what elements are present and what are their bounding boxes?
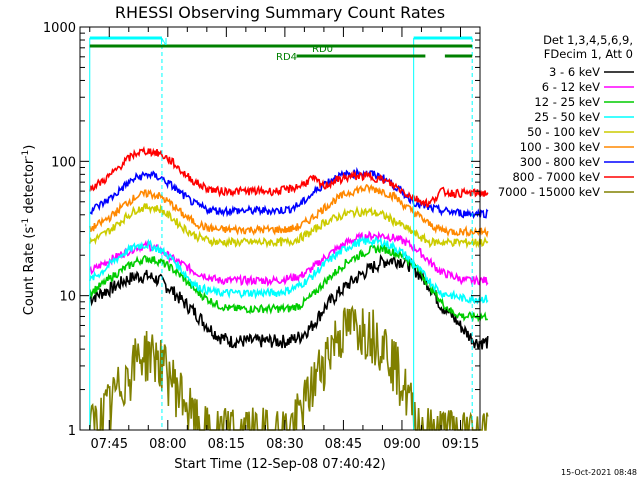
y-tick-label: 1 xyxy=(68,424,76,439)
state-bars: N RD0 RD4 xyxy=(89,36,473,63)
series-layer xyxy=(89,145,489,431)
legend-label-7: 300 - 800 keV xyxy=(520,155,600,169)
x-tick-label: 09:00 xyxy=(383,437,420,452)
x-tick-label: 09:15 xyxy=(442,437,479,452)
y-axis: 1 10 100 1000 xyxy=(43,21,480,439)
series-line-4 xyxy=(89,235,489,305)
y-axis-label-prefix: Count Rate (s xyxy=(22,227,37,316)
legend-header-line-1: Det 1,3,4,5,6,9, xyxy=(543,33,633,47)
series-line-6 xyxy=(89,183,489,238)
y-tick-label: 100 xyxy=(51,155,76,170)
y-axis-label-sup1: -1 xyxy=(21,218,31,227)
series-line-2 xyxy=(89,230,489,288)
bar-label-rd4: RD4 xyxy=(276,52,297,63)
series-line-9 xyxy=(89,304,489,431)
legend: Det 1,3,4,5,6,9, FDecim 1, Att 0 3 - 6 k… xyxy=(498,33,634,199)
y-tick-label: 1000 xyxy=(43,21,76,36)
x-tick-label: 08:15 xyxy=(208,437,245,452)
y-axis-label: Count Rate (s-1 detector-1) xyxy=(21,145,37,316)
x-tick-label: 08:45 xyxy=(325,437,362,452)
y-axis-label-mid: detector xyxy=(22,158,37,218)
legend-label-5: 50 - 100 keV xyxy=(527,125,600,139)
y-axis-label-suffix: ) xyxy=(22,145,37,150)
bar-label-rd0: RD0 xyxy=(312,44,333,55)
y-axis-label-sup2: -1 xyxy=(21,150,31,159)
series-line-8 xyxy=(89,145,489,208)
x-tick-label: 08:30 xyxy=(266,437,303,452)
x-axis-label: Start Time (12-Sep-08 07:40:42) xyxy=(174,457,385,472)
legend-label-3: 12 - 25 keV xyxy=(534,95,600,109)
plot-frame xyxy=(79,26,481,431)
y-tick-label: 10 xyxy=(59,290,76,305)
footer-timestamp: 15-Oct-2021 08:48 xyxy=(561,468,637,477)
series-line-1 xyxy=(89,253,489,350)
legend-header-line-2: FDecim 1, Att 0 xyxy=(544,47,633,61)
legend-label-9: 7000 - 15000 keV xyxy=(498,185,600,199)
legend-label-4: 25 - 50 keV xyxy=(534,110,600,124)
legend-label-2: 6 - 12 keV xyxy=(542,80,600,94)
instrument-vlines xyxy=(89,38,473,430)
chart-title: RHESSI Observing Summary Count Rates xyxy=(115,3,445,22)
legend-label-8: 800 - 7000 keV xyxy=(512,170,600,184)
bar-label-n: N xyxy=(160,37,167,48)
series-line-5 xyxy=(89,203,489,249)
x-tick-label: 07:45 xyxy=(91,437,128,452)
legend-label-6: 100 - 300 keV xyxy=(520,140,600,154)
legend-label-1: 3 - 6 keV xyxy=(549,65,600,79)
x-axis: 07:45 08:00 08:15 08:30 08:45 09:00 09:15 xyxy=(89,27,481,452)
series-line-3 xyxy=(89,242,489,323)
x-tick-label: 08:00 xyxy=(149,437,186,452)
